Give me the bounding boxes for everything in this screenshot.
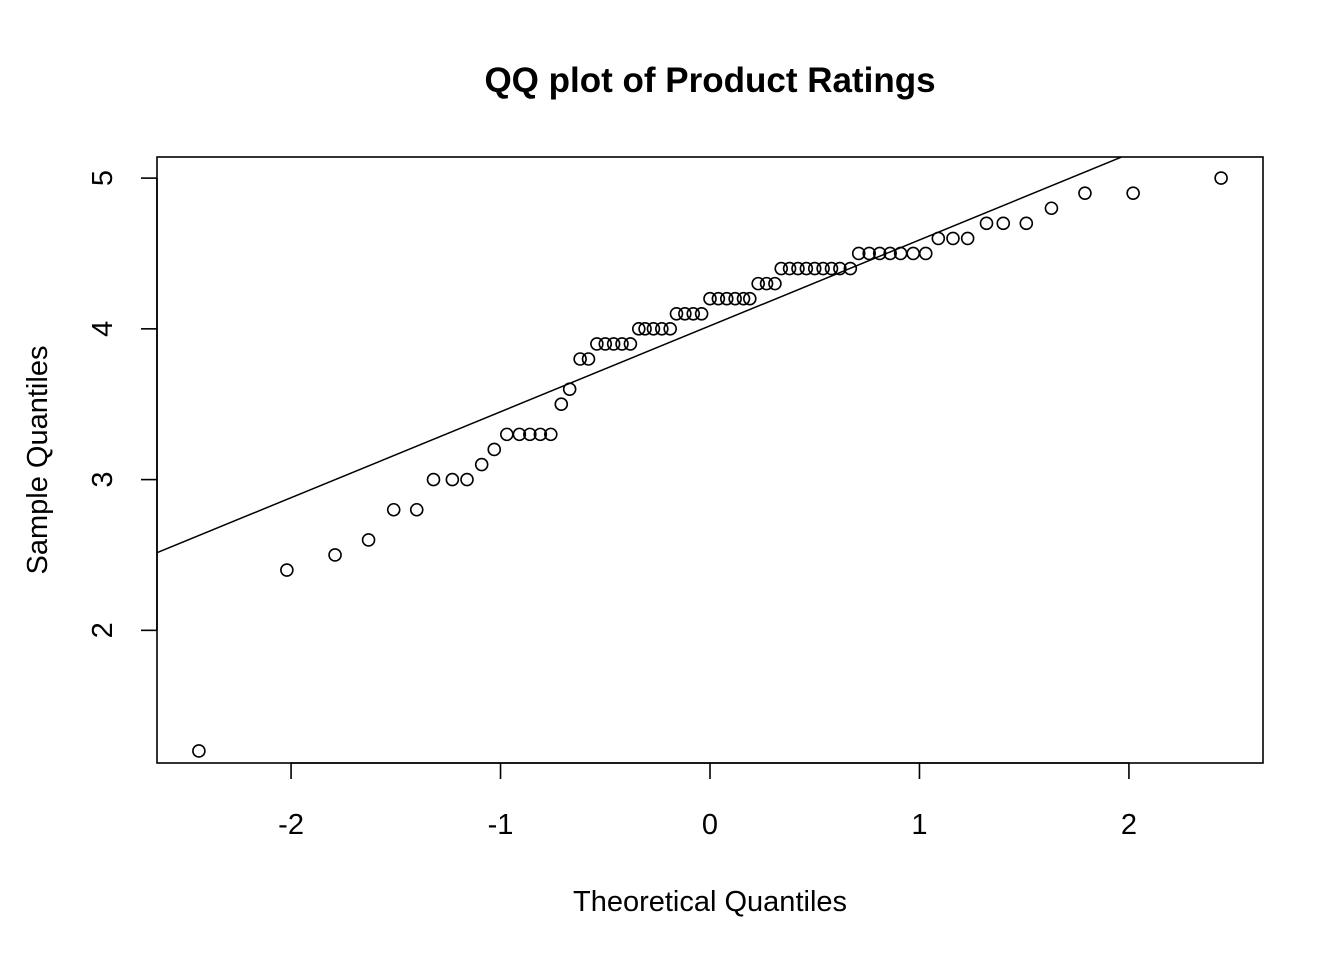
data-point (361, 533, 376, 547)
data-point (979, 216, 994, 231)
data-point (192, 744, 206, 758)
data-point (816, 261, 830, 276)
data-point (728, 291, 742, 306)
data-point (694, 306, 709, 321)
data-point (581, 352, 596, 366)
x-tick-label: 0 (702, 809, 718, 841)
data-point (719, 291, 734, 306)
data-point (426, 472, 441, 487)
data-point (851, 246, 866, 261)
qq-reference-line (157, 157, 1124, 554)
x-tick-label: 1 (911, 809, 927, 841)
chart-title: QQ plot of Product Ratings (484, 61, 935, 100)
data-point (791, 261, 805, 276)
data-point (759, 276, 774, 291)
data-point (663, 322, 678, 336)
data-point (445, 472, 460, 487)
data-point (774, 261, 789, 276)
data-point (646, 322, 661, 336)
data-point (615, 337, 629, 351)
data-point (996, 216, 1011, 231)
data-point (655, 322, 669, 336)
data-point (736, 291, 751, 306)
data-point (669, 306, 684, 321)
data-point (598, 337, 613, 351)
data-point (1019, 216, 1034, 231)
reference-line-layer (157, 157, 1124, 554)
data-point (1126, 186, 1140, 200)
data-point (623, 337, 638, 351)
data-point (606, 337, 621, 351)
data-point (544, 427, 558, 442)
data-point (883, 246, 897, 261)
data-point (1214, 171, 1228, 185)
data-point (946, 231, 960, 246)
data-point (500, 427, 514, 442)
x-tick-label: 2 (1121, 809, 1137, 841)
axes-layer: -2 -1 0 1 2 2 3 4 5 (87, 170, 1137, 841)
data-point (782, 261, 797, 276)
data-point (638, 322, 652, 336)
data-point (807, 261, 822, 276)
data-point (824, 261, 839, 276)
data-point (833, 261, 847, 276)
data-point (703, 291, 717, 306)
data-point (409, 502, 424, 517)
data-point (918, 246, 933, 261)
data-point (280, 563, 294, 577)
data-point (328, 548, 342, 562)
data-point (862, 246, 876, 261)
data-point (768, 276, 782, 291)
data-point (1078, 186, 1092, 200)
data-point (906, 246, 920, 261)
data-point (512, 427, 527, 442)
data-point (711, 291, 726, 306)
data-point (686, 306, 701, 321)
y-tick-label: 5 (87, 170, 119, 186)
points-layer (192, 171, 1228, 758)
data-point (590, 337, 604, 351)
data-point (799, 261, 814, 276)
data-point (751, 276, 765, 291)
data-point (562, 382, 577, 396)
y-tick-label: 3 (87, 472, 119, 488)
data-point (386, 502, 401, 517)
data-point (931, 231, 946, 246)
data-point (474, 457, 489, 472)
data-point (843, 261, 858, 276)
data-point (554, 397, 569, 412)
x-tick-label: -2 (278, 809, 304, 841)
y-axis-title: Sample Quantiles (22, 346, 54, 575)
data-point (872, 246, 887, 261)
data-point (631, 322, 646, 336)
data-point (960, 231, 975, 246)
y-tick-label: 4 (87, 321, 119, 337)
plot-frame (156, 156, 1264, 764)
data-point (1044, 201, 1059, 216)
data-point (573, 352, 587, 366)
data-point (678, 306, 692, 321)
data-point (742, 291, 757, 306)
data-point (523, 427, 537, 442)
y-tick-label: 2 (87, 622, 119, 638)
data-point (487, 442, 502, 457)
data-point (533, 427, 548, 442)
x-axis-title: Theoretical Quantiles (573, 886, 847, 918)
x-tick-label: -1 (488, 809, 514, 841)
data-point (460, 472, 474, 487)
